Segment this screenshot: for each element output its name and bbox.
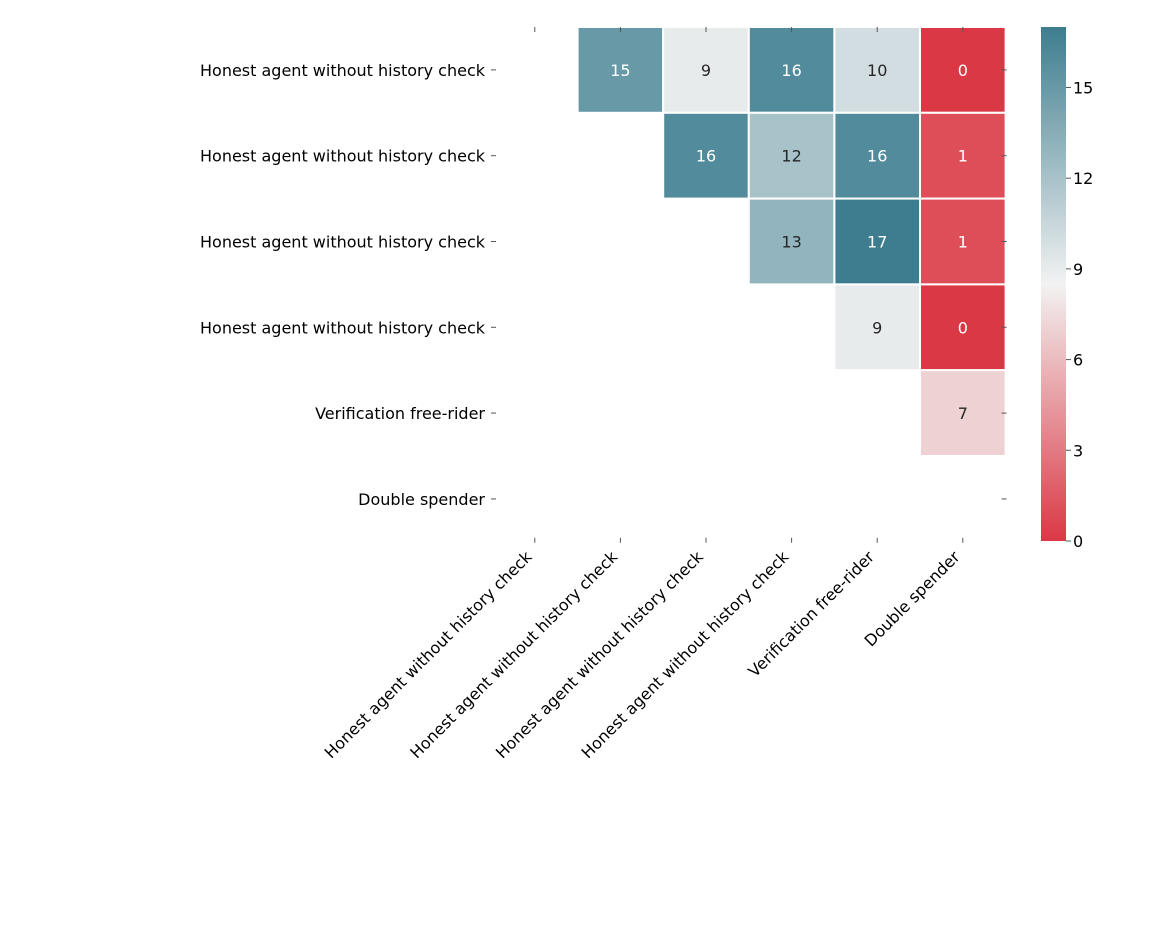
colorbar-tick-label-2: 6 bbox=[1073, 351, 1083, 370]
heatmap-cell-r0-c1 bbox=[576, 26, 665, 114]
cell-value-label-r1-c5: 1 bbox=[958, 147, 968, 166]
cells-layer bbox=[576, 26, 1007, 458]
colorbar-tick-label-1: 3 bbox=[1073, 441, 1083, 460]
heatmap-cell-r0-c2 bbox=[662, 26, 750, 114]
cell-value-label-r2-c5: 1 bbox=[958, 233, 968, 252]
row-label-2: Honest agent without history check bbox=[200, 233, 486, 252]
heatmap-cell-r3-c4 bbox=[833, 283, 922, 372]
heatmap-cell-r1-c2 bbox=[662, 111, 750, 200]
colorbar: 0 3 6 9 12 15 bbox=[1041, 27, 1093, 551]
cell-value-label-r2-c4: 17 bbox=[867, 233, 887, 252]
cell-value-label-r1-c2: 16 bbox=[696, 147, 716, 166]
cell-value-label-r0-c5: 0 bbox=[958, 61, 968, 80]
cell-value-label-r3-c4: 9 bbox=[872, 318, 882, 337]
cell-value-label-r1-c3: 12 bbox=[781, 147, 801, 166]
heatmap-cell-r2-c5 bbox=[919, 197, 1007, 286]
cell-text-layer: 15 9 16 10 0 16 12 16 1 13 17 1 9 0 7 bbox=[610, 61, 968, 423]
heatmap-cell-r2-c3 bbox=[747, 197, 836, 286]
row-label-0: Honest agent without history check bbox=[200, 61, 486, 80]
colorbar-gradient bbox=[1041, 27, 1066, 541]
heatmap-cell-r3-c5 bbox=[919, 283, 1007, 372]
colorbar-tick-label-4: 12 bbox=[1073, 169, 1093, 188]
row-ticks-layer: Honest agent without history check Honest… bbox=[200, 61, 1007, 509]
row-label-3: Honest agent without history check bbox=[200, 318, 486, 337]
heatmap-cell-r1-c4 bbox=[833, 111, 922, 200]
cell-value-label-r0-c1: 15 bbox=[610, 61, 630, 80]
colorbar-tick-label-3: 9 bbox=[1073, 260, 1083, 279]
colorbar-tick-label-0: 0 bbox=[1073, 532, 1083, 551]
cell-value-label-r3-c5: 0 bbox=[958, 318, 968, 337]
row-label-4: Verification free-rider bbox=[315, 404, 485, 423]
cell-value-label-r2-c3: 13 bbox=[781, 233, 801, 252]
cell-value-label-r0-c4: 10 bbox=[867, 61, 887, 80]
row-label-1: Honest agent without history check bbox=[200, 147, 486, 166]
cell-value-label-r1-c4: 16 bbox=[867, 147, 887, 166]
row-label-5: Double spender bbox=[358, 490, 485, 509]
colorbar-tick-label-5: 15 bbox=[1073, 78, 1093, 97]
cell-value-label-r0-c2: 9 bbox=[701, 61, 711, 80]
cell-value-label-r0-c3: 16 bbox=[781, 61, 801, 80]
cell-value-label-r4-c5: 7 bbox=[958, 404, 968, 423]
